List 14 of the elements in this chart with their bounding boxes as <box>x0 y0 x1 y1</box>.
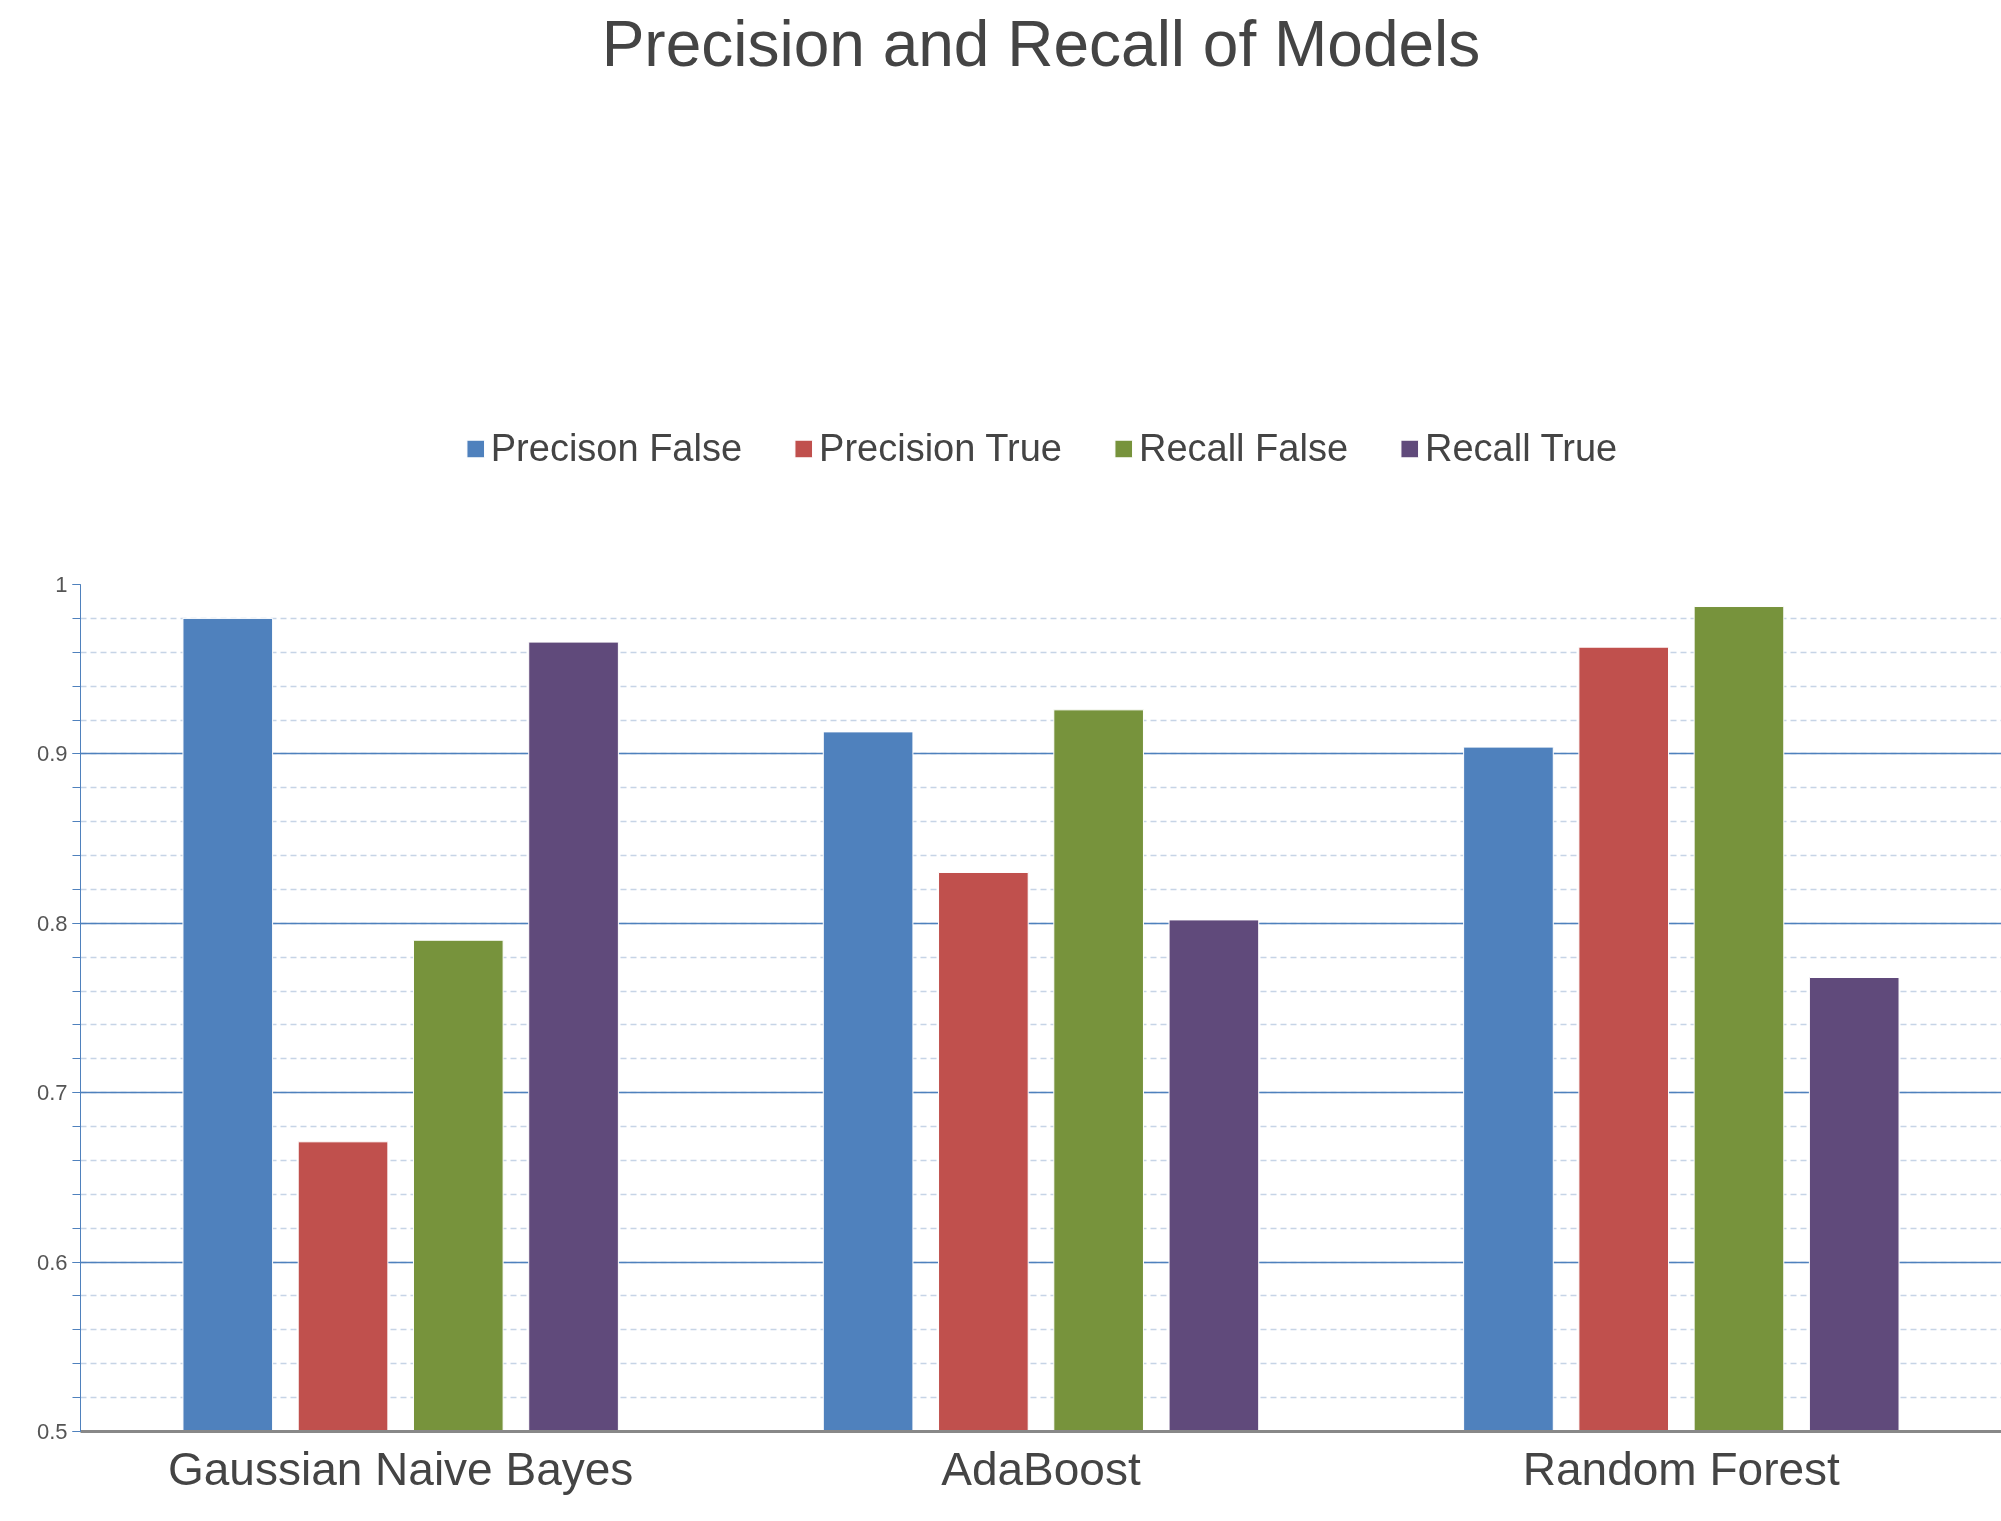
y-tick-label: 0.5 <box>36 1419 68 1444</box>
legend-label: Precison False <box>490 426 743 470</box>
legend-label: Recall True <box>1425 426 1618 470</box>
legend-label: Recall False <box>1138 426 1349 470</box>
x-tick-label: AdaBoost <box>941 1442 1141 1495</box>
x-tick-label: Gaussian Naive Bayes <box>167 1442 634 1495</box>
y-tick-label: 0.6 <box>36 1249 68 1275</box>
x-tick-label: Random Forest <box>1522 1442 1841 1495</box>
y-tick-label: 1 <box>55 572 68 597</box>
y-tick-label: 0.9 <box>36 741 68 767</box>
y-tick-label: 0.7 <box>36 1080 68 1106</box>
legend-label: Precision True <box>819 426 1062 470</box>
y-tick-label: 0.8 <box>36 910 68 936</box>
chart-title: Precision and Recall of Models <box>601 7 1481 80</box>
